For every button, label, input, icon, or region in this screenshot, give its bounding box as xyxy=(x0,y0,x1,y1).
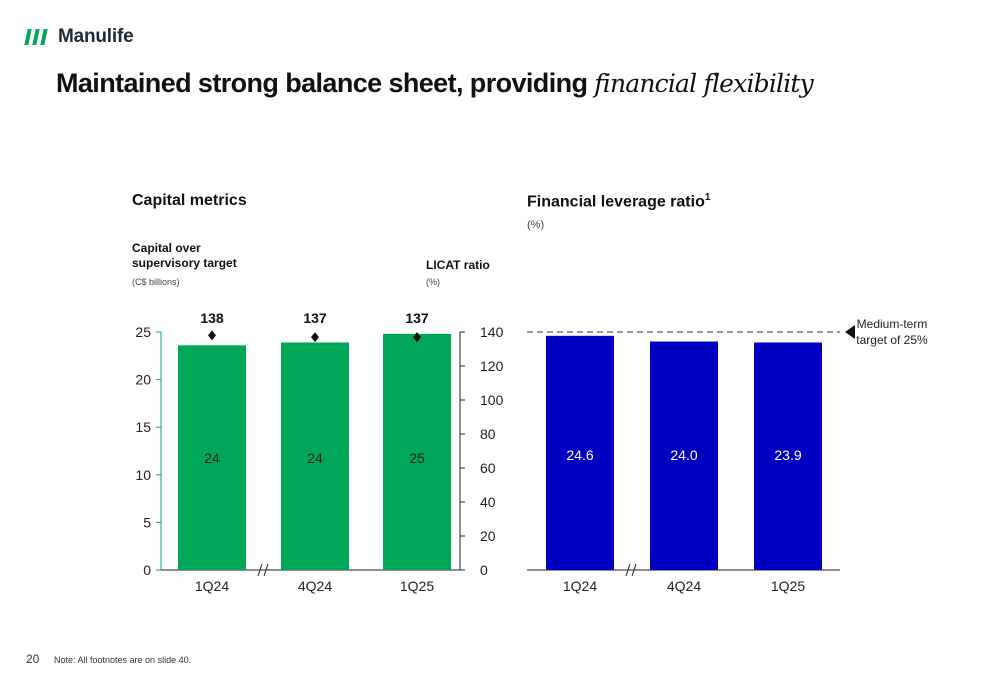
leverage-bar-value-label: 24.6 xyxy=(566,447,593,463)
left-y-tick-label: 0 xyxy=(143,562,151,578)
left-y-tick-label: 15 xyxy=(135,419,151,435)
leverage-category-label: 1Q24 xyxy=(563,578,597,594)
licat-diamond-marker xyxy=(311,332,319,343)
leverage-axis-break-a xyxy=(625,563,631,577)
leverage-bar xyxy=(546,335,614,570)
right-y-tick-label: 120 xyxy=(480,358,504,374)
capital-bar xyxy=(281,342,349,570)
brand-name: Manulife xyxy=(58,26,134,47)
capital-bar-value-label: 24 xyxy=(307,450,323,466)
target-label-line2: target of 25% xyxy=(856,333,928,347)
right-axis-title: LICAT ratio xyxy=(426,258,490,272)
leverage-bar xyxy=(650,341,718,570)
leverage-axis-break-b xyxy=(631,563,637,577)
capital-bar xyxy=(178,345,246,570)
capital-bar-value-label: 25 xyxy=(409,450,425,466)
right-y-tick-label: 140 xyxy=(480,324,504,340)
footnote-note: Note: All footnotes are on slide 40. xyxy=(54,655,192,665)
left-y-tick-label: 10 xyxy=(135,467,151,483)
right-y-tick-label: 0 xyxy=(480,562,488,578)
target-label-line1: Medium-term xyxy=(857,317,928,331)
right-y-tick-label: 80 xyxy=(480,426,496,442)
left-y-tick-label: 20 xyxy=(135,372,151,388)
licat-diamond-marker xyxy=(413,332,421,343)
target-arrow-icon xyxy=(845,325,855,339)
right-y-tick-label: 40 xyxy=(480,494,496,510)
capital-category-label: 1Q24 xyxy=(195,578,229,594)
leverage-category-label: 4Q24 xyxy=(667,578,701,594)
leverage-bar xyxy=(754,342,822,570)
left-axis-unit: (C$ billions) xyxy=(132,277,180,287)
financial-leverage-unit: (%) xyxy=(527,219,545,231)
left-y-tick-label: 25 xyxy=(135,324,151,340)
left-axis-title: Capital over supervisory target xyxy=(132,241,237,270)
left-y-tick-label: 5 xyxy=(143,514,151,530)
leverage-bar-value-label: 23.9 xyxy=(774,447,801,463)
title-italic: financial flexibility xyxy=(594,69,814,98)
leverage-category-label: 1Q25 xyxy=(771,578,805,594)
financial-leverage-title: Financial leverage ratio xyxy=(527,193,705,211)
capital-axis-break-b xyxy=(263,563,269,577)
right-y-tick-label: 60 xyxy=(480,460,496,476)
capital-bar-value-label: 24 xyxy=(204,450,220,466)
capital-category-label: 1Q25 xyxy=(400,578,434,594)
right-y-tick-label: 100 xyxy=(480,392,504,408)
capital-metrics-heading: Capital metrics xyxy=(132,192,247,209)
capital-bar xyxy=(383,333,451,570)
licat-diamond-marker xyxy=(208,330,216,341)
licat-value-label: 137 xyxy=(405,310,429,326)
capital-axis-break-a xyxy=(257,563,263,577)
financial-leverage-heading: Financial leverage ratio1 xyxy=(527,192,710,211)
right-y-tick-label: 20 xyxy=(480,528,496,544)
title-main: Maintained strong balance sheet, providi… xyxy=(56,68,588,98)
licat-value-label: 137 xyxy=(303,310,327,326)
page-title: Maintained strong balance sheet, providi… xyxy=(56,68,814,99)
brand-logo: Manulife xyxy=(24,26,134,48)
leverage-bar-value-label: 24.0 xyxy=(670,447,697,463)
capital-category-label: 4Q24 xyxy=(298,578,332,594)
right-axis-unit: (%) xyxy=(426,277,440,287)
licat-value-label: 138 xyxy=(200,310,224,326)
page-number: 20 xyxy=(26,652,40,666)
footnote-marker: 1 xyxy=(704,192,711,203)
